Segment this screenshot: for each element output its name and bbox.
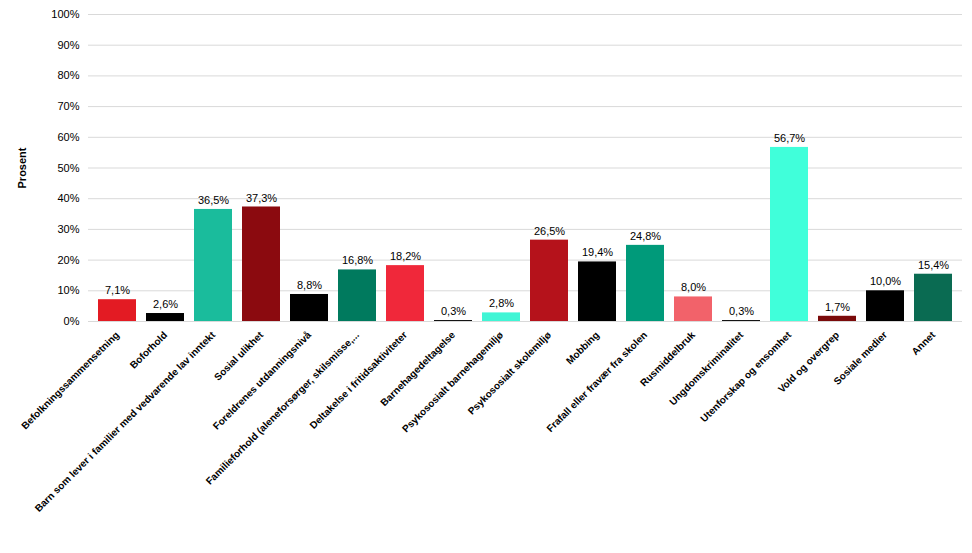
svg-text:Barnehagedeltagelse: Barnehagedeltagelse xyxy=(378,329,458,409)
svg-text:80%: 80% xyxy=(57,69,79,81)
svg-text:Annet: Annet xyxy=(909,329,937,357)
svg-text:Vold og overgrep: Vold og overgrep xyxy=(776,329,841,394)
svg-text:Familieforhold (aleneforsørger: Familieforhold (aleneforsørger, skilsmis… xyxy=(203,329,362,487)
svg-text:Foreldrenes utdanningsnivå: Foreldrenes utdanningsnivå xyxy=(211,329,314,432)
svg-text:70%: 70% xyxy=(57,100,79,112)
svg-text:8,0%: 8,0% xyxy=(681,281,706,293)
svg-text:Rusmiddelbruk: Rusmiddelbruk xyxy=(637,329,698,389)
svg-text:40%: 40% xyxy=(57,192,79,204)
svg-text:0,3%: 0,3% xyxy=(441,305,466,317)
svg-text:10,0%: 10,0% xyxy=(870,275,901,287)
svg-text:0,3%: 0,3% xyxy=(729,305,754,317)
svg-text:Sosial ulikhet: Sosial ulikhet xyxy=(212,329,266,383)
svg-text:Sosiale medier: Sosiale medier xyxy=(831,329,889,387)
svg-text:Deltakelse i fritidsaktivitete: Deltakelse i fritidsaktiviteter xyxy=(307,329,409,431)
svg-text:Befolkningssammensetning: Befolkningssammensetning xyxy=(19,329,121,431)
svg-text:Mobbing: Mobbing xyxy=(564,329,601,366)
svg-text:20%: 20% xyxy=(57,254,79,266)
svg-text:Prosent: Prosent xyxy=(16,147,28,188)
svg-text:2,8%: 2,8% xyxy=(489,297,514,309)
svg-text:Psykososialt barnehagemiljø: Psykososialt barnehagemiljø xyxy=(400,329,506,435)
svg-text:2,6%: 2,6% xyxy=(153,298,178,310)
svg-text:Boforhold: Boforhold xyxy=(128,329,170,371)
svg-text:Barn som lever i familier med: Barn som lever i familier med vedvarende… xyxy=(33,329,218,514)
svg-text:90%: 90% xyxy=(57,39,79,51)
svg-text:Psykososialt skolemiljø: Psykososialt skolemiljø xyxy=(466,329,554,417)
svg-text:8,8%: 8,8% xyxy=(297,279,322,291)
svg-text:0%: 0% xyxy=(64,315,80,327)
svg-text:Ungdomskriminalitet: Ungdomskriminalitet xyxy=(667,329,746,408)
svg-text:16,8%: 16,8% xyxy=(342,254,373,266)
svg-text:24,8%: 24,8% xyxy=(630,230,661,242)
svg-text:60%: 60% xyxy=(57,131,79,143)
svg-text:1,7%: 1,7% xyxy=(825,301,850,313)
svg-text:Utenforskap og ensomhet: Utenforskap og ensomhet xyxy=(698,329,793,424)
svg-text:18,2%: 18,2% xyxy=(390,250,421,262)
svg-text:26,5%: 26,5% xyxy=(534,225,565,237)
svg-text:37,3%: 37,3% xyxy=(246,192,277,204)
svg-text:15,4%: 15,4% xyxy=(918,259,949,271)
svg-text:100%: 100% xyxy=(51,8,79,20)
svg-text:Frafall eller fravær fra skole: Frafall eller fravær fra skolen xyxy=(544,329,649,434)
svg-text:10%: 10% xyxy=(57,284,79,296)
svg-text:50%: 50% xyxy=(57,162,79,174)
svg-text:30%: 30% xyxy=(57,223,79,235)
svg-text:7,1%: 7,1% xyxy=(105,284,130,296)
svg-text:56,7%: 56,7% xyxy=(774,132,805,144)
svg-text:19,4%: 19,4% xyxy=(582,246,613,258)
svg-text:36,5%: 36,5% xyxy=(198,194,229,206)
